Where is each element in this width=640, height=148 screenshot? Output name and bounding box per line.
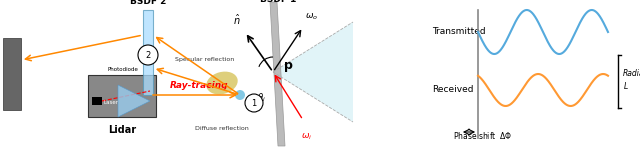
Text: Received: Received [432, 86, 474, 95]
Text: Radiance
$L$: Radiance $L$ [623, 69, 640, 91]
Bar [143, 10, 153, 95]
Text: $\omega_o$: $\omega_o$ [305, 12, 318, 22]
Text: Phase shift  $\Delta\Phi$: Phase shift $\Delta\Phi$ [453, 130, 513, 141]
Text: BSDF 1: BSDF 1 [260, 0, 296, 4]
Circle shape [245, 94, 263, 112]
Polygon shape [273, 22, 353, 122]
Text: 2: 2 [145, 50, 150, 59]
Text: Diffuse reflection: Diffuse reflection [195, 126, 249, 131]
Polygon shape [118, 85, 150, 117]
Circle shape [138, 45, 158, 65]
Text: Specular reflection: Specular reflection [175, 58, 234, 62]
Bar [88, 75, 156, 117]
Bar [3, 38, 21, 110]
Polygon shape [270, 2, 285, 146]
Text: $\theta_i$: $\theta_i$ [257, 92, 266, 104]
Text: $\omega_i$: $\omega_i$ [301, 132, 312, 143]
Text: 1: 1 [252, 99, 257, 107]
Text: Transmitted: Transmitted [432, 28, 486, 37]
Text: Photodiode: Photodiode [108, 67, 139, 72]
Text: Lidar: Lidar [108, 125, 136, 135]
Bar [92, 97, 102, 105]
Ellipse shape [206, 72, 237, 94]
Text: $\hat{n}$: $\hat{n}$ [234, 13, 241, 27]
Text: BSDF 2: BSDF 2 [130, 0, 166, 6]
Text: $\mathbf{p}$: $\mathbf{p}$ [283, 60, 293, 74]
Circle shape [235, 90, 245, 100]
Text: Ray-tracing: Ray-tracing [170, 81, 228, 90]
Text: Laser: Laser [104, 100, 119, 106]
